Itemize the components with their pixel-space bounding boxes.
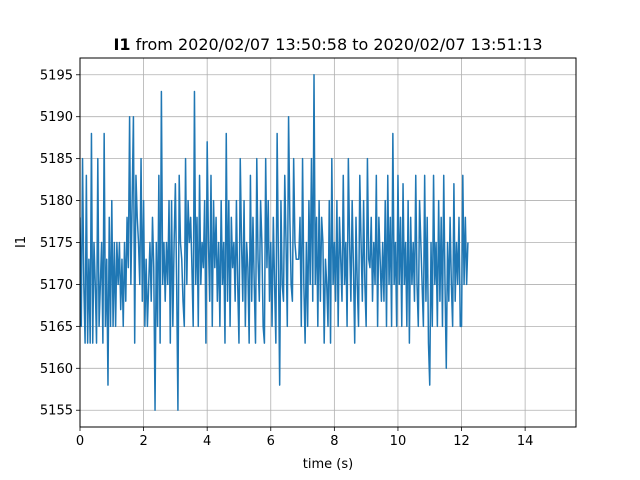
x-tick-label: 0 — [76, 434, 84, 449]
series-line-0 — [80, 74, 469, 411]
y-axis-label: I1 — [14, 236, 29, 248]
y-tick-label: 5180 — [40, 194, 73, 209]
chart-title: I1 from 2020/02/07 13:50:58 to 2020/02/0… — [113, 35, 542, 54]
x-tick-label: 8 — [330, 434, 338, 449]
x-tick-label: 4 — [203, 434, 211, 449]
y-tick-label: 5190 — [40, 110, 73, 125]
y-tick-label: 5165 — [40, 320, 73, 335]
y-tick-label: 5185 — [40, 152, 73, 167]
axis-ticks: 0 2 4 6 8 10 12 14 5155 5160 5165 5170 5175 5180 5185 5… — [40, 68, 533, 449]
x-tick-label: 6 — [267, 434, 275, 449]
y-tick-label: 5160 — [40, 362, 73, 377]
chart-title-variable: I1 — [113, 35, 130, 54]
x-axis-label: time (s) — [303, 457, 353, 472]
x-tick-label: 12 — [453, 434, 470, 449]
y-tick-label: 5195 — [40, 68, 73, 83]
plot-area — [80, 74, 469, 411]
chart-title-range: from 2020/02/07 13:50:58 to 2020/02/07 1… — [131, 35, 543, 54]
y-tick-label: 5170 — [40, 278, 73, 293]
y-tick-label: 5175 — [40, 236, 73, 251]
x-tick-label: 10 — [390, 434, 407, 449]
x-tick-label: 2 — [139, 434, 147, 449]
x-tick-label: 14 — [517, 434, 534, 449]
y-tick-label: 5155 — [40, 404, 73, 419]
